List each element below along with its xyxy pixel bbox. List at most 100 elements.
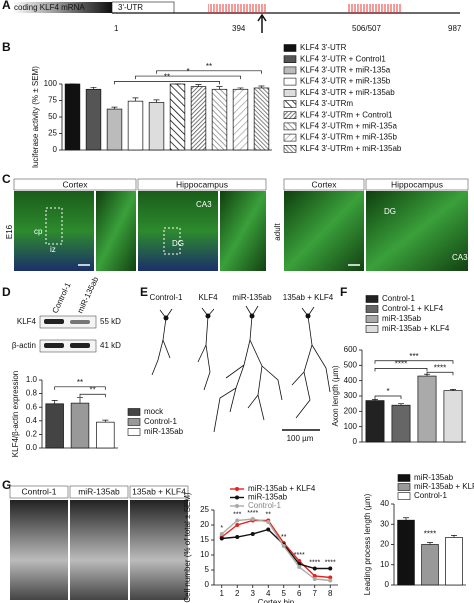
data-point <box>219 532 224 536</box>
data-point <box>266 527 271 532</box>
header: Cortex <box>311 179 337 189</box>
row-label: E16 <box>5 224 14 239</box>
y-axis-label: KLF4/β-actin expression <box>11 371 20 457</box>
soma <box>305 313 311 319</box>
y-tick-label: 30 <box>380 519 389 528</box>
bar <box>96 421 115 449</box>
error-bar <box>258 85 265 88</box>
legend-label: miR-135ab <box>382 314 422 323</box>
row-label: β-actin <box>12 341 36 350</box>
legend-label: KLF4 3'-UTR + miR-135a <box>300 66 391 75</box>
data-point <box>250 532 255 536</box>
arrow <box>257 13 267 33</box>
bar <box>253 87 270 151</box>
series-line <box>221 518 331 582</box>
data-point <box>266 520 271 524</box>
y-tick-label: 10 <box>380 560 389 569</box>
error-bar <box>372 399 378 401</box>
panel-label: G <box>2 478 11 492</box>
legend-label: Control-1 <box>248 501 281 510</box>
error-bar <box>51 400 58 404</box>
error-bar <box>153 99 160 103</box>
y-tick-label: 10 <box>200 550 209 559</box>
position: 987 <box>448 24 462 33</box>
band <box>44 343 64 348</box>
bar <box>45 403 64 449</box>
region-label: CA3 <box>452 253 468 262</box>
legend-label: KLF4 3'-UTRm + miR-135a <box>300 122 397 131</box>
y-tick-label: 100 <box>344 422 358 431</box>
legend-swatch <box>365 305 379 313</box>
legend-swatch <box>397 492 411 500</box>
error-bar <box>450 389 456 391</box>
error-bar <box>216 86 223 90</box>
error-bar <box>427 542 433 545</box>
lane-label: miR-135ab <box>76 275 101 315</box>
y-tick-label: 1.0 <box>26 375 38 384</box>
legend-label: KLF4 3'-UTRm <box>300 99 353 108</box>
legend-swatch <box>365 295 379 303</box>
y-tick-label: 400 <box>344 376 358 385</box>
site-2 <box>348 4 402 13</box>
legend-label: KLF4 3'-UTR <box>300 43 347 52</box>
inset-box <box>45 207 63 245</box>
panel-label: D <box>2 285 11 299</box>
bar <box>365 400 385 443</box>
bar <box>391 404 411 443</box>
header: Hippocampus <box>391 179 443 189</box>
y-axis-label: luciferase activity (% ± SEM) <box>31 66 40 168</box>
legend-label: miR-135ab <box>248 493 288 502</box>
micrograph <box>14 191 94 271</box>
y-tick-label: 5 <box>205 565 210 574</box>
data-point <box>328 566 333 571</box>
annotation: ** <box>206 62 212 71</box>
region-label: DG <box>172 239 184 248</box>
neuron-tracings <box>151 305 331 433</box>
site-1 <box>208 4 266 13</box>
panel-label: A <box>2 0 11 12</box>
annotation: * <box>386 387 389 396</box>
legend-swatch <box>283 111 297 119</box>
significance-bracket <box>79 393 106 398</box>
significance-bracket <box>374 395 402 399</box>
annotation: ** <box>281 534 287 541</box>
error-bar <box>195 84 202 87</box>
legend-swatch <box>365 315 379 323</box>
legend-label: Control-1 <box>382 294 415 303</box>
significance-bracket <box>156 70 262 74</box>
annotation: *** <box>409 352 418 361</box>
data-point <box>312 574 317 578</box>
inset-box <box>163 227 181 255</box>
position: 1 <box>114 24 119 33</box>
bar <box>443 390 463 443</box>
header-box <box>365 178 469 191</box>
band <box>70 343 90 348</box>
error-bar <box>237 87 244 90</box>
data-point <box>235 535 240 539</box>
series-line <box>221 519 331 579</box>
bar <box>445 537 463 586</box>
neuron-label: KLF4 <box>198 293 218 302</box>
y-tick-label: 0.8 <box>26 389 38 398</box>
header-box <box>9 485 69 499</box>
data-point <box>219 536 224 541</box>
micrograph <box>284 191 364 271</box>
error-bar <box>403 517 409 521</box>
legend-swatch <box>283 44 297 52</box>
annotation: **** <box>434 363 446 372</box>
neuron-label: miR-135ab <box>232 293 272 302</box>
annotation: **** <box>247 510 258 517</box>
y-tick-label: 15 <box>200 535 209 544</box>
significance-bracket <box>114 81 220 85</box>
legend-swatch <box>283 122 297 131</box>
panel-label: B <box>2 40 11 54</box>
bar <box>127 100 144 151</box>
header: Cortex <box>62 179 88 189</box>
scale-label: 100 µm <box>287 434 314 443</box>
legend-label: Control-1 + KLF4 <box>382 304 444 313</box>
panel-label: E <box>140 285 148 299</box>
legend-label: KLF4 3'-UTRm + Control1 <box>300 110 393 119</box>
significance-bracket <box>426 371 454 376</box>
annotation: ** <box>164 72 170 81</box>
bar <box>190 86 207 151</box>
